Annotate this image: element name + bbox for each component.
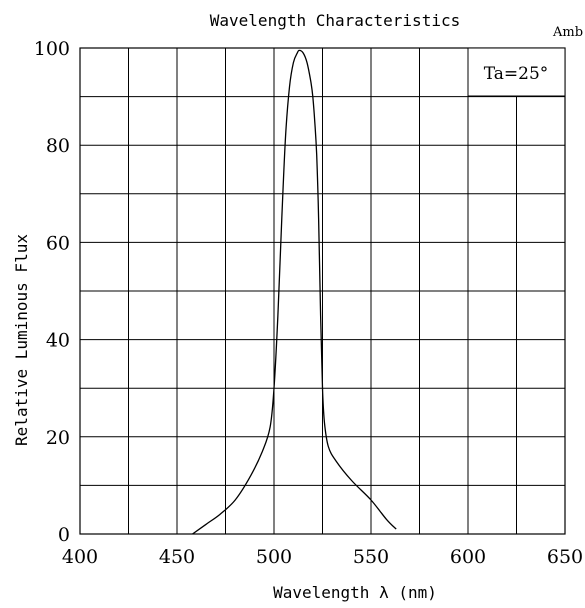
plot-frame — [79, 47, 566, 535]
x-tick-labels: 400 450 500 550 600 650 — [62, 546, 583, 568]
chart-title: Wavelength Characteristics — [210, 11, 460, 30]
x-tick-label-450: 450 — [159, 546, 195, 568]
annotation-box — [467, 47, 566, 97]
y-tick-label-100: 100 — [34, 38, 70, 60]
x-axis-label: Wavelength λ (nm) — [273, 583, 437, 602]
series-line-0 — [192, 49, 397, 535]
annotation-label: Ta=25° — [484, 64, 549, 84]
x-tick-label-500: 500 — [256, 546, 292, 568]
y-tick-label-0: 0 — [58, 524, 70, 546]
corner-note: Amb — [552, 25, 583, 40]
y-tick-label-40: 40 — [46, 330, 70, 352]
y-tick-label-80: 80 — [46, 135, 70, 157]
y-tick-label-20: 20 — [46, 427, 70, 449]
x-tick-label-400: 400 — [62, 546, 98, 568]
x-tick-label-550: 550 — [353, 546, 389, 568]
y-tick-label-60: 60 — [46, 232, 70, 254]
grid — [79, 47, 566, 535]
series-group — [192, 49, 397, 535]
x-tick-label-600: 600 — [450, 546, 486, 568]
y-axis-label: Relative Luminous Flux — [12, 234, 31, 446]
x-tick-label-650: 650 — [547, 546, 583, 568]
y-tick-labels: 0 20 40 60 80 100 — [34, 38, 70, 546]
